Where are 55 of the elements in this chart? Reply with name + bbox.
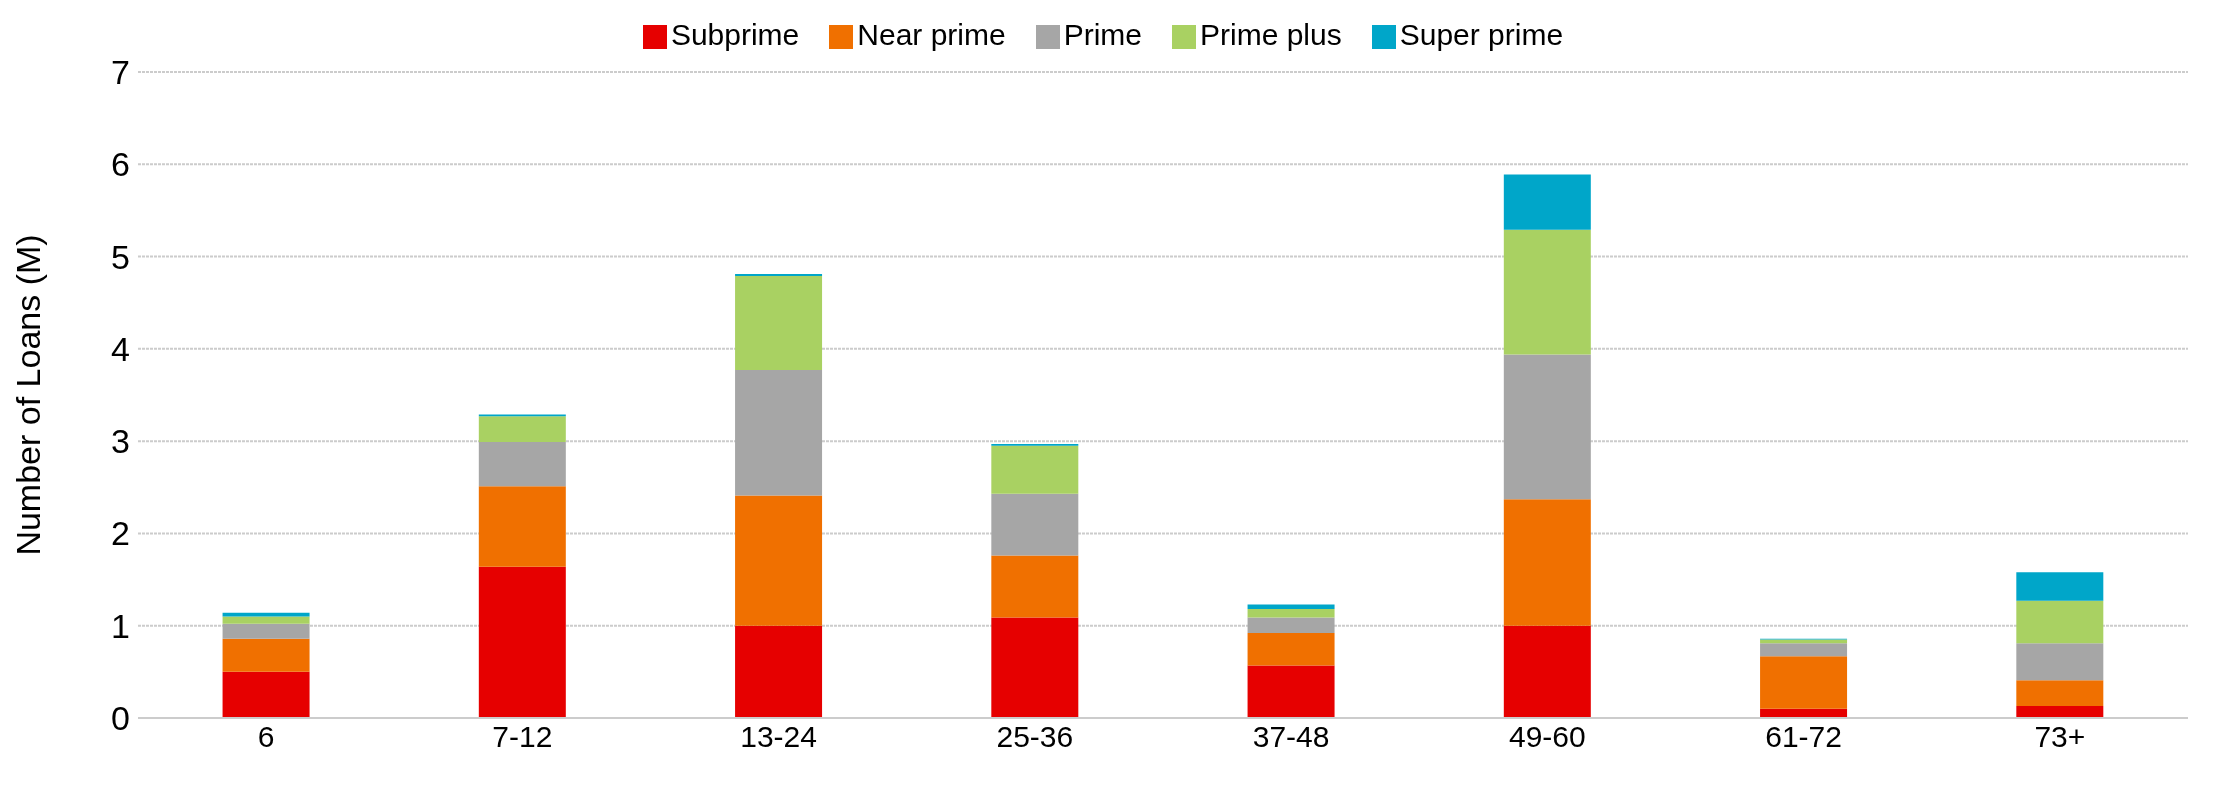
- bar: [991, 555, 1079, 618]
- y-tick-label: 6: [111, 145, 130, 184]
- bar: [1503, 625, 1591, 718]
- x-tick-label: 61-72: [1765, 720, 1842, 754]
- bar: [222, 623, 310, 639]
- x-tick-label: 13-24: [740, 720, 817, 754]
- legend-label: Super prime: [1399, 18, 1564, 51]
- y-tick-label: 4: [111, 329, 130, 368]
- bar: [991, 493, 1079, 556]
- bar: [2016, 706, 2104, 718]
- x-tick-label: 37-48: [1252, 720, 1330, 754]
- bar: [991, 445, 1079, 494]
- bar: [1503, 174, 1591, 230]
- bar: [1247, 604, 1335, 610]
- y-axis-title: Number of Loans (M): [9, 234, 48, 556]
- bar: [2016, 572, 2104, 601]
- bar: [478, 416, 566, 443]
- bar: [2016, 600, 2104, 644]
- bar: [735, 370, 823, 496]
- y-tick-label: 5: [111, 237, 130, 276]
- bar: [1760, 656, 1848, 709]
- bar: [1503, 229, 1591, 355]
- y-tick-label: 7: [111, 53, 130, 92]
- y-tick-label: 3: [111, 422, 130, 461]
- x-tick-label: 6: [257, 720, 275, 754]
- bar: [735, 275, 823, 371]
- bar: [735, 495, 823, 626]
- bar: [222, 616, 310, 624]
- bar: [1247, 609, 1335, 618]
- bar: [222, 671, 310, 718]
- y-tick-label: 1: [111, 606, 130, 645]
- bar: [1247, 665, 1335, 718]
- bar: [1247, 617, 1335, 634]
- legend-label: Prime plus: [1200, 18, 1342, 51]
- x-tick-label: 25-36: [996, 720, 1074, 754]
- bar: [1503, 499, 1591, 626]
- legend-label: Subprime: [670, 18, 800, 51]
- bar: [222, 638, 310, 672]
- y-tick-label: 0: [111, 699, 130, 738]
- y-tick-label: 2: [111, 514, 130, 553]
- bar: [478, 486, 566, 567]
- bar: [478, 566, 566, 718]
- x-tick-label: 49-60: [1509, 720, 1586, 754]
- x-tick-label: 7-12: [492, 720, 553, 754]
- legend-label: Prime: [1063, 18, 1142, 51]
- bar: [1503, 354, 1591, 500]
- bar: [1247, 633, 1335, 666]
- legend-label: Near prime: [857, 18, 1006, 51]
- bar: [1760, 643, 1848, 657]
- bar: [991, 617, 1079, 718]
- bar: [2016, 680, 2104, 706]
- bar: [2016, 643, 2104, 681]
- x-tick-label: 73+: [2034, 720, 2086, 754]
- bar: [735, 625, 823, 718]
- bar: [478, 442, 566, 487]
